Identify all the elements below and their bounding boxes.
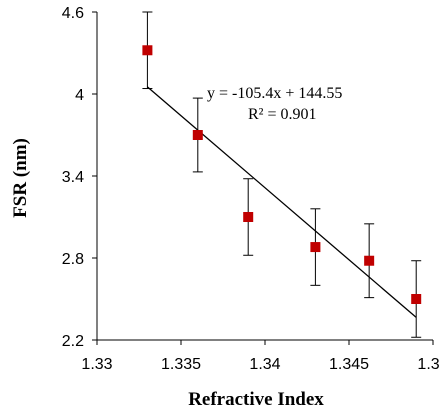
- x-tick-label: 1.35: [417, 356, 440, 373]
- y-tick-label: 4.6: [62, 5, 84, 22]
- x-tick-label: 1.34: [249, 356, 280, 373]
- x-tick-label: 1.335: [161, 356, 201, 373]
- trendline-layer: [146, 86, 417, 318]
- data-point-marker: [310, 242, 321, 253]
- trendline-equation: y = -105.4x + 144.55: [207, 85, 342, 102]
- data-point-marker: [142, 45, 153, 56]
- data-point-marker: [192, 130, 203, 140]
- y-tick-label: 2.8: [62, 251, 84, 268]
- x-axis-title: Refractive Index: [188, 389, 324, 410]
- ticks: 2.2 2.8 3.4 4 4.6 1.33 1.335 1.34 1.345 1.35: [62, 5, 440, 373]
- y-tick-label: 3.4: [62, 169, 84, 186]
- x-tick-label: 1.33: [81, 356, 112, 373]
- data-point-marker: [411, 294, 422, 304]
- data-point-marker: [243, 212, 254, 222]
- y-axis-title: FSR (nm): [10, 138, 31, 218]
- y-tick-label: 4: [75, 87, 84, 104]
- y-tick-label: 2.2: [62, 333, 84, 350]
- error-bars: [142, 11, 422, 338]
- trendline: [146, 86, 417, 318]
- data-points: [142, 45, 422, 304]
- data-point-marker: [364, 255, 375, 266]
- r-squared-label: R² = 0.901: [248, 106, 317, 123]
- x-tick-label: 1.345: [329, 356, 369, 373]
